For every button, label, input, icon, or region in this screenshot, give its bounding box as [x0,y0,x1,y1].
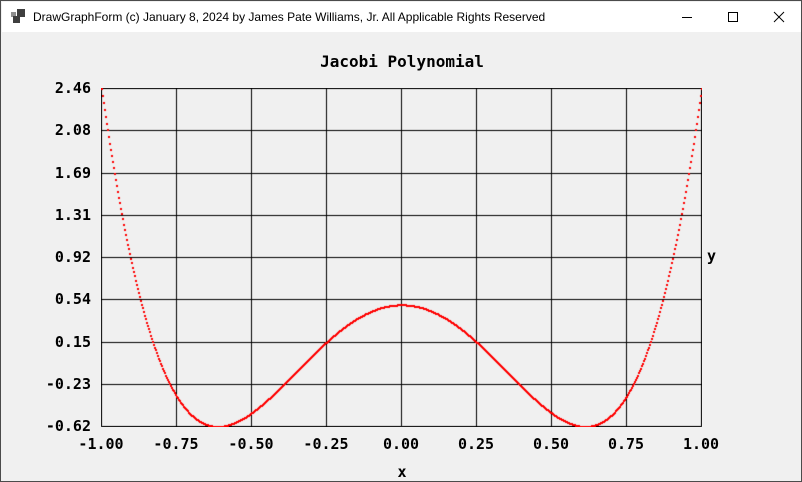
close-icon [773,11,785,23]
x-tick-label: -0.50 [228,435,274,453]
y-tick-label: 0.54 [54,290,91,308]
x-tick-label: -0.25 [303,435,349,453]
x-tick-label: 0.25 [457,435,495,453]
close-button[interactable] [756,2,801,32]
y-axis-label: y [707,247,717,265]
y-tick-label: 2.08 [54,121,91,139]
window-title: DrawGraphForm (c) January 8, 2024 by Jam… [33,10,546,24]
x-tick-label: -0.75 [153,435,199,453]
x-tick-label: 0.75 [607,435,645,453]
y-tick-label: -0.62 [45,417,91,435]
y-tick-label: 1.31 [54,206,91,224]
x-tick-label: 1.00 [682,435,720,453]
maximize-icon [728,12,738,22]
plot-canvas [101,88,702,427]
y-tick-label: 0.92 [54,248,91,266]
y-tick-label: 1.69 [54,164,91,182]
y-tick-label: 0.15 [54,333,91,351]
minimize-icon [682,17,692,18]
x-tick-label: 0.00 [382,435,420,453]
minimize-button[interactable] [664,2,710,32]
application-icon [11,9,27,25]
maximize-button[interactable] [710,2,756,32]
y-tick-label: -0.23 [45,375,91,393]
x-tick-label: 0.50 [532,435,570,453]
y-tick-label: 2.46 [54,79,91,97]
chart-title: Jacobi Polynomial [320,52,484,71]
caption-buttons [664,2,801,32]
x-tick-label: -1.00 [78,435,124,453]
title-bar[interactable]: DrawGraphForm (c) January 8, 2024 by Jam… [2,2,801,32]
x-axis-label: x [397,463,407,481]
